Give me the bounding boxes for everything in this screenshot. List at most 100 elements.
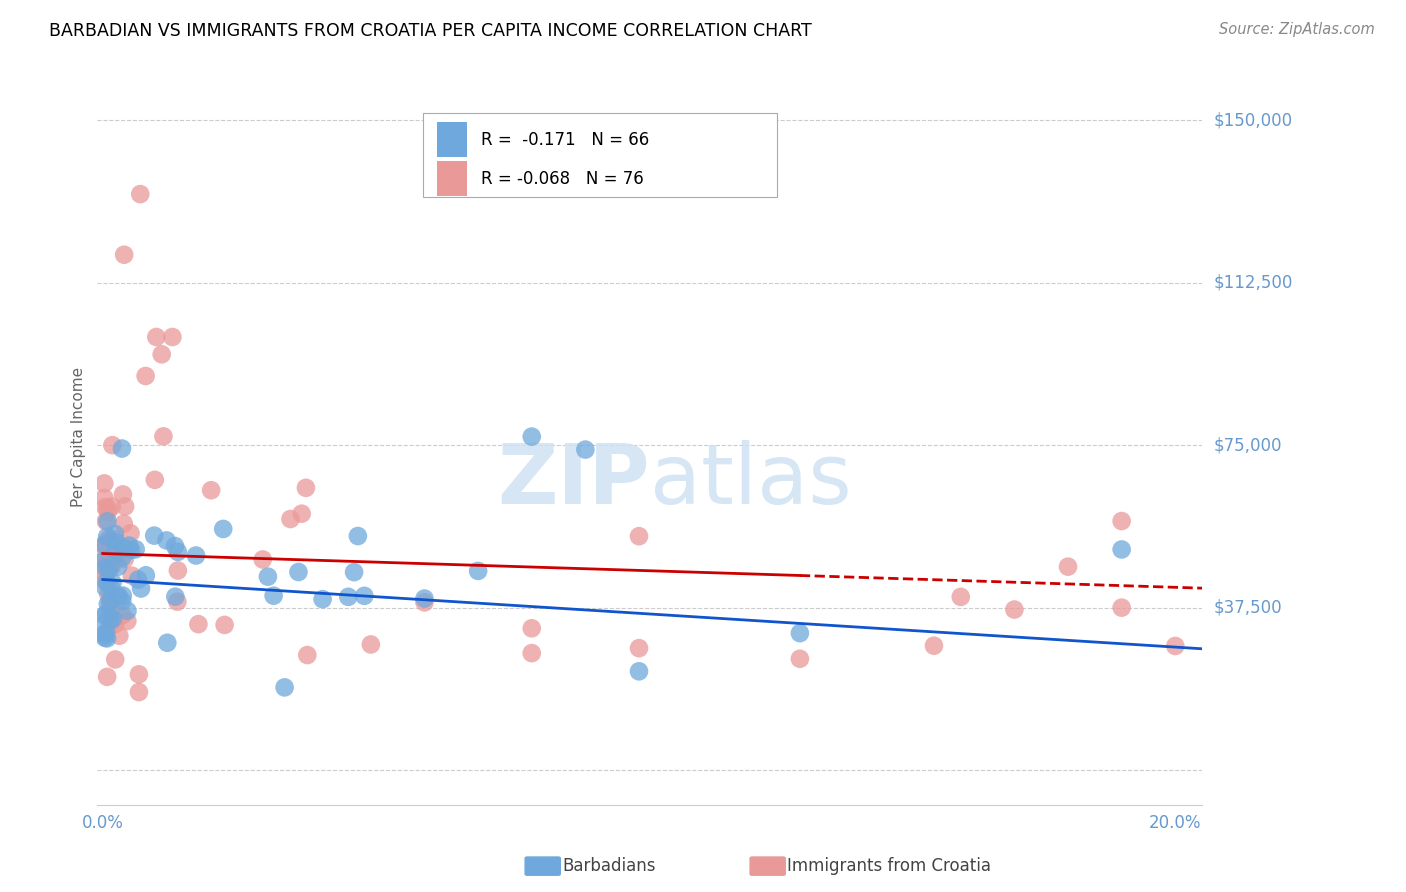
Point [184,549,207,563]
Point [353,589,375,603]
Point [627,665,650,679]
Point [135,368,157,383]
Point [94,574,117,588]
Point [789,652,811,666]
Point [97,505,120,519]
Point [257,569,280,583]
Point [127,573,149,587]
Point [167,545,190,559]
Point [152,429,174,443]
Point [1111,514,1133,528]
Point [93,616,115,631]
Point [100,614,122,628]
Point [121,568,143,582]
Point [97,533,120,547]
Point [98,563,121,577]
Point [117,604,139,618]
Point [120,526,142,541]
Point [413,595,436,609]
Point [1111,600,1133,615]
Point [98,554,121,568]
Point [101,612,124,626]
Text: Immigrants from Croatia: Immigrants from Croatia [787,857,991,875]
Text: Barbadians: Barbadians [562,857,657,875]
Text: $37,500: $37,500 [1213,599,1282,616]
Point [93,540,115,554]
Point [100,593,122,607]
Point [100,580,122,594]
Point [135,568,157,582]
Point [93,476,115,491]
Point [93,491,115,505]
Point [128,667,150,681]
Point [467,564,489,578]
Point [98,607,121,622]
Text: BARBADIAN VS IMMIGRANTS FROM CROATIA PER CAPITA INCOME CORRELATION CHART: BARBADIAN VS IMMIGRANTS FROM CROATIA PER… [49,22,811,40]
Point [96,514,118,528]
Point [93,553,115,567]
Point [111,608,134,623]
Point [111,589,134,603]
Point [100,591,122,605]
FancyBboxPatch shape [436,122,467,158]
Text: ZIP: ZIP [498,441,650,521]
Point [166,595,188,609]
Point [143,473,166,487]
Point [94,500,117,515]
Point [107,589,129,603]
Point [117,614,139,628]
Point [129,582,152,596]
Point [98,596,121,610]
Point [337,590,360,604]
Point [104,533,127,547]
Point [104,544,127,558]
Point [252,552,274,566]
Point [150,347,173,361]
Point [93,553,115,567]
Point [112,248,135,262]
Text: $75,000: $75,000 [1213,436,1282,454]
Text: R = -0.068   N = 76: R = -0.068 N = 76 [481,169,644,187]
Point [520,646,543,660]
Point [347,529,370,543]
Point [97,597,120,611]
Point [118,539,141,553]
Point [96,574,118,589]
Point [96,530,118,544]
Point [789,626,811,640]
Point [1111,542,1133,557]
Point [273,681,295,695]
Text: atlas: atlas [650,441,852,521]
Point [101,500,124,514]
Point [163,539,186,553]
Point [104,652,127,666]
Point [97,562,120,576]
Point [155,533,177,548]
Text: $150,000: $150,000 [1213,112,1292,129]
Point [111,541,134,555]
Point [627,641,650,656]
Point [96,607,118,621]
Point [1057,559,1080,574]
Point [100,558,122,573]
Point [287,565,309,579]
Point [520,621,543,635]
Point [120,543,142,558]
Point [104,526,127,541]
Point [101,558,124,573]
FancyBboxPatch shape [423,112,776,197]
Point [94,538,117,552]
Point [114,500,136,514]
Y-axis label: Per Capita Income: Per Capita Income [72,367,86,507]
Point [125,542,148,557]
Point [212,522,235,536]
Point [98,541,121,555]
Point [101,575,124,590]
Text: Source: ZipAtlas.com: Source: ZipAtlas.com [1219,22,1375,37]
Point [111,442,134,456]
Point [104,535,127,549]
Point [574,442,596,457]
Point [128,685,150,699]
Point [112,516,135,531]
Point [360,637,382,651]
